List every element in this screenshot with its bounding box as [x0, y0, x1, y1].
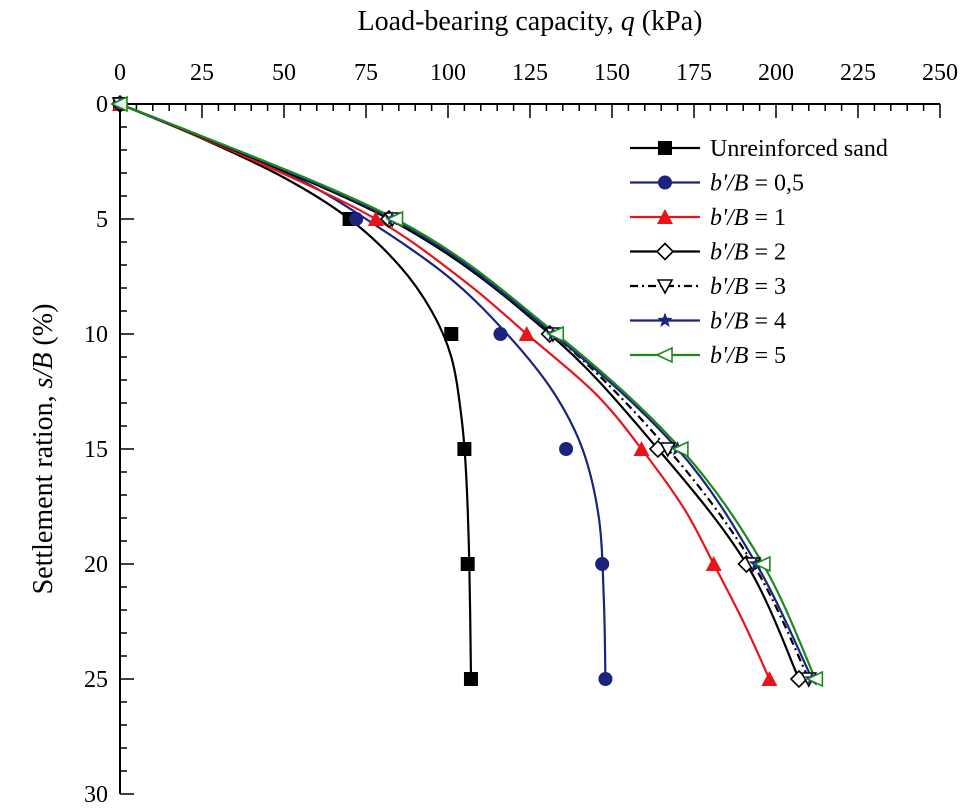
- label-part: (%): [28, 304, 59, 353]
- circle-marker: [559, 442, 574, 456]
- triangle-left-marker: [752, 555, 771, 573]
- square-marker: [463, 672, 478, 686]
- triangle-marker: [657, 209, 673, 224]
- triangle-left-marker: [805, 670, 824, 688]
- x-tick-label: 100: [430, 60, 466, 86]
- legend-label-0: Unreinforced sand: [710, 136, 888, 162]
- label-part: Load-bearing capacity,: [358, 6, 621, 37]
- series-line-5: [119, 102, 814, 680]
- series-line-1: [119, 102, 607, 680]
- label-part: b'/B: [710, 205, 749, 231]
- square-marker: [457, 442, 472, 456]
- triangle-left-marker: [655, 346, 673, 364]
- x-tick-label: 25: [190, 60, 214, 86]
- triangle-left-marker: [110, 95, 128, 113]
- triangle-left-marker: [670, 440, 689, 458]
- series-line-4: [119, 102, 810, 680]
- label-part: (kPa): [635, 6, 703, 37]
- tick-group: 0 25 50 75 100 125 150 175 200 225 250 0 5 10 15 20 25 30: [84, 60, 958, 808]
- series-line-0: [119, 102, 473, 680]
- circle-marker: [493, 327, 508, 341]
- triangle-down-marker: [656, 279, 674, 295]
- x-tick-label: 0: [114, 60, 126, 86]
- square-marker: [444, 327, 459, 341]
- triangle-marker: [705, 556, 722, 571]
- square-marker: [658, 141, 672, 155]
- x-tick-label: 250: [922, 60, 958, 86]
- circle-marker: [598, 672, 613, 686]
- label-part: q: [621, 6, 635, 37]
- label-part: b'/B: [710, 309, 749, 335]
- y-tick-label: 15: [84, 437, 108, 463]
- y-tick-label: 10: [84, 322, 108, 348]
- legend-label-4: b'/B = 3: [710, 274, 786, 300]
- circle-marker: [595, 557, 610, 571]
- y-tick-label: 30: [84, 782, 108, 808]
- label-part: b'/B: [710, 171, 749, 197]
- triangle-marker: [518, 326, 535, 341]
- triangle-marker: [633, 441, 650, 456]
- triangle-down-marker: [659, 442, 677, 458]
- triangle-left-marker: [546, 325, 565, 343]
- x-tick-label: 175: [676, 60, 712, 86]
- legend-label-3: b'/B = 2: [710, 240, 786, 266]
- label-part: = 4: [748, 309, 786, 335]
- label-part: b'/B: [710, 240, 749, 266]
- x-tick-label: 50: [272, 60, 296, 86]
- x-axis-title: Load-bearing capacity, q (kPa): [358, 6, 703, 37]
- label-part: = 2: [748, 240, 786, 266]
- series-markers: [110, 94, 824, 689]
- legend-label-5: b'/B = 4: [710, 309, 786, 335]
- x-tick-label: 75: [354, 60, 378, 86]
- y-tick-label: 20: [84, 552, 108, 578]
- triangle-marker: [761, 671, 778, 686]
- label-part: Unreinforced sand: [710, 136, 888, 162]
- circle-marker: [349, 212, 364, 226]
- label-part: = 3: [748, 274, 786, 300]
- y-tick-label: 25: [84, 667, 108, 693]
- label-part: = 0,5: [748, 171, 804, 197]
- label-part: b'/B: [710, 343, 749, 369]
- legend-label-1: b'/B = 0,5: [710, 171, 804, 197]
- series-line-3: [119, 102, 801, 680]
- label-part: Settlement ration,: [28, 388, 59, 594]
- label-part: s/B: [28, 353, 59, 389]
- triangle-marker: [367, 211, 384, 226]
- series-line-2: [119, 102, 771, 680]
- y-axis-title: Settlement ration, s/B (%): [28, 304, 59, 595]
- x-tick-label: 225: [840, 60, 876, 86]
- x-tick-label: 125: [512, 60, 548, 86]
- square-marker: [460, 557, 475, 571]
- x-tick-label: 150: [594, 60, 630, 86]
- x-tick-label: 200: [758, 60, 794, 86]
- label-part: b'/B: [710, 274, 749, 300]
- legend-label-2: b'/B = 1: [710, 205, 786, 231]
- legend-label-6: b'/B = 5: [710, 343, 786, 369]
- triangle-left-marker: [385, 210, 404, 228]
- label-part: = 1: [748, 205, 786, 231]
- diamond-marker: [655, 242, 675, 261]
- y-tick-label: 0: [96, 92, 108, 118]
- y-tick-label: 5: [96, 207, 108, 233]
- label-part: = 5: [748, 343, 786, 369]
- circle-marker: [658, 175, 672, 190]
- star-marker: [657, 312, 673, 327]
